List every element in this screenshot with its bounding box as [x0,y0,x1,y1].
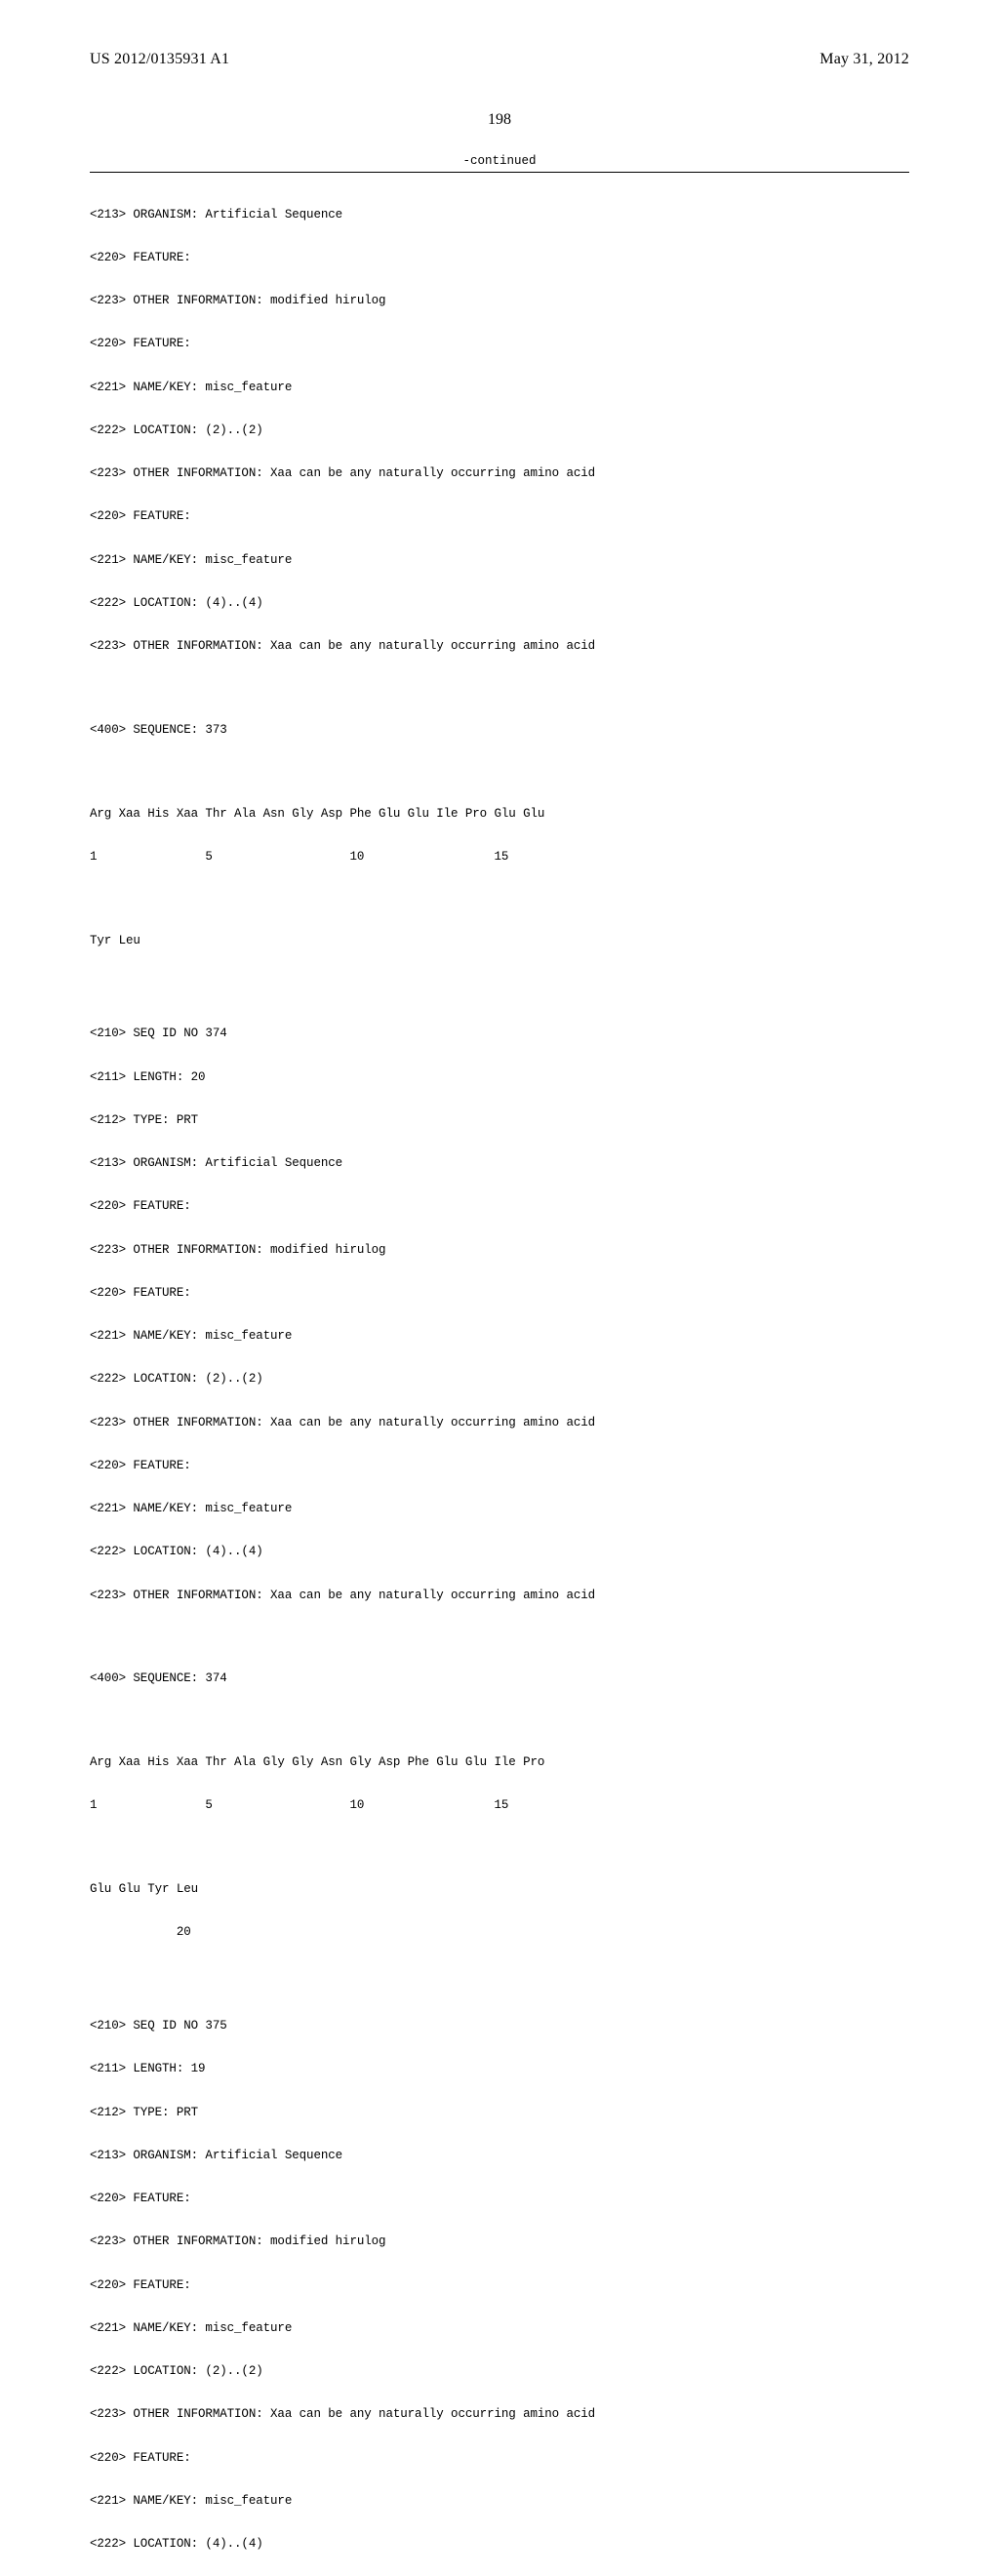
annotation-line: <221> NAME/KEY: misc_feature [90,1329,909,1344]
sequence-tail: Glu Glu Tyr Leu [90,1882,909,1897]
sequence-residues: Arg Xaa His Xaa Thr Ala Asn Gly Asp Phe … [90,807,909,822]
annotation-line: <213> ORGANISM: Artificial Sequence [90,208,909,222]
annotation-line: <210> SEQ ID NO 374 [90,1026,909,1041]
annotation-line: <213> ORGANISM: Artificial Sequence [90,2149,909,2163]
sequence-numbers: 1 5 10 15 [90,1798,909,1813]
annotation-line: <220> FEATURE: [90,1459,909,1473]
annotation-line: <223> OTHER INFORMATION: Xaa can be any … [90,466,909,481]
annotation-line: <223> OTHER INFORMATION: Xaa can be any … [90,2407,909,2422]
seq-entry: <210> SEQ ID NO 375 <211> LENGTH: 19 <21… [90,1991,909,2576]
annotation-line: <220> FEATURE: [90,2278,909,2293]
annotation-line: <223> OTHER INFORMATION: Xaa can be any … [90,1589,909,1603]
seq-entry: <210> SEQ ID NO 374 <211> LENGTH: 20 <21… [90,998,909,1969]
annotation-line: <220> FEATURE: [90,1199,909,1214]
sequence-residues: Arg Xaa His Xaa Thr Ala Gly Gly Asn Gly … [90,1755,909,1770]
annotation-line: <212> TYPE: PRT [90,1113,909,1128]
annotation-line: <222> LOCATION: (2)..(2) [90,1372,909,1387]
annotation-line: <220> FEATURE: [90,2192,909,2206]
annotation-line: <221> NAME/KEY: misc_feature [90,553,909,568]
sequence-header: <400> SEQUENCE: 374 [90,1671,909,1686]
seq-entry: <213> ORGANISM: Artificial Sequence <220… [90,179,909,977]
annotation-line: <223> OTHER INFORMATION: modified hirulo… [90,294,909,308]
annotation-line: <220> FEATURE: [90,251,909,265]
annotation-line: <221> NAME/KEY: misc_feature [90,2321,909,2336]
publication-number: US 2012/0135931 A1 [90,51,229,68]
sequence-tail: Tyr Leu [90,934,909,948]
annotation-line: <223> OTHER INFORMATION: Xaa can be any … [90,1416,909,1430]
annotation-line: <222> LOCATION: (4)..(4) [90,2537,909,2552]
annotation-line: <210> SEQ ID NO 375 [90,2019,909,2033]
sequence-numbers: 1 5 10 15 [90,850,909,865]
page-number: 198 [90,111,909,129]
annotation-line: <223> OTHER INFORMATION: modified hirulo… [90,2234,909,2249]
annotation-line: <220> FEATURE: [90,509,909,524]
patent-page: US 2012/0135931 A1 May 31, 2012 198 -con… [0,0,999,1288]
annotation-line: <223> OTHER INFORMATION: modified hirulo… [90,1243,909,1258]
annotation-line: <223> OTHER INFORMATION: Xaa can be any … [90,639,909,654]
continued-label: -continued [90,154,909,168]
annotation-line: <211> LENGTH: 19 [90,2062,909,2076]
annotation-line: <212> TYPE: PRT [90,2106,909,2120]
annotation-line: <220> FEATURE: [90,337,909,351]
horizontal-rule [90,172,909,173]
page-header: US 2012/0135931 A1 May 31, 2012 [90,51,909,68]
sequence-tail-numbers: 20 [90,1925,909,1940]
annotation-line: <222> LOCATION: (2)..(2) [90,423,909,438]
annotation-line: <222> LOCATION: (2)..(2) [90,2364,909,2379]
annotation-line: <221> NAME/KEY: misc_feature [90,2494,909,2509]
annotation-line: <220> FEATURE: [90,2451,909,2466]
annotation-line: <221> NAME/KEY: misc_feature [90,381,909,395]
annotation-line: <213> ORGANISM: Artificial Sequence [90,1156,909,1171]
publication-date: May 31, 2012 [819,51,909,68]
annotation-line: <222> LOCATION: (4)..(4) [90,1545,909,1559]
annotation-line: <211> LENGTH: 20 [90,1070,909,1085]
sequence-header: <400> SEQUENCE: 373 [90,723,909,738]
annotation-line: <222> LOCATION: (4)..(4) [90,596,909,611]
annotation-line: <221> NAME/KEY: misc_feature [90,1502,909,1516]
